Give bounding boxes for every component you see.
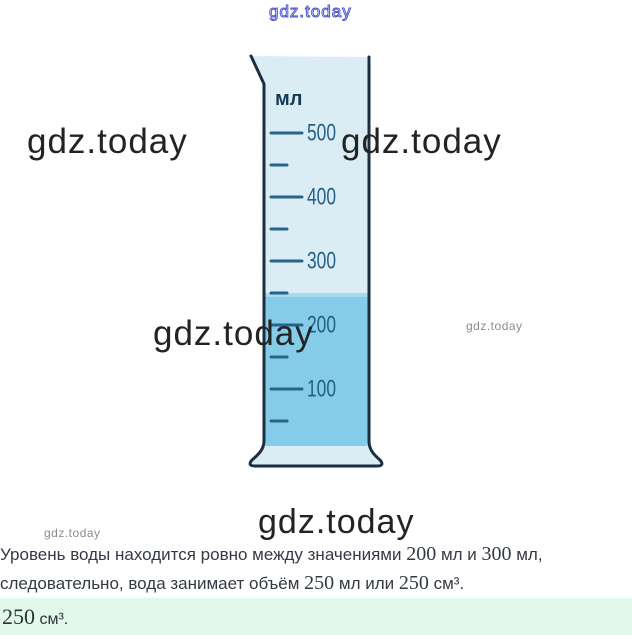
- solution-line-1-text-b: мл и: [436, 545, 482, 564]
- solution-line-2: следовательно, вода занимает объём 250 м…: [0, 572, 464, 595]
- watermark-middle: gdz.today: [153, 314, 314, 353]
- solution-line-2-text-c: см³.: [428, 574, 465, 593]
- watermark-top: gdz.today: [269, 2, 352, 22]
- scale-label-200: 200: [307, 312, 336, 339]
- solution-line-1-text-c: мл,: [511, 545, 543, 564]
- watermark-right: gdz.today: [341, 122, 502, 161]
- answer-value: 250: [2, 604, 35, 629]
- solution-line-1-value-200: 200: [406, 543, 437, 565]
- watermark-small-right: gdz.today: [466, 319, 523, 333]
- measuring-cylinder: 500 400 300 200 100 мл: [248, 54, 384, 468]
- watermark-left: gdz.today: [27, 122, 188, 161]
- solution-line-2-text-a: следовательно, вода занимает объём: [0, 574, 305, 593]
- answer-band: 250 см³.: [0, 598, 632, 635]
- scale-label-100: 100: [307, 376, 336, 403]
- solution-line-2-value-250cm3: 250: [398, 572, 429, 594]
- scale-label-500: 500: [307, 120, 336, 147]
- cylinder-glass-outline: [248, 54, 384, 468]
- solution-line-1-text-a: Уровень воды находится ровно между значе…: [0, 545, 407, 564]
- solution-line-1: Уровень воды находится ровно между значе…: [0, 543, 543, 566]
- watermark-small-bottom-left: gdz.today: [44, 526, 101, 540]
- water-meniscus: [265, 293, 368, 297]
- watermark-bottom-center: gdz.today: [258, 503, 415, 541]
- scale-label-300: 300: [307, 248, 336, 275]
- unit-label: мл: [275, 88, 303, 110]
- solution-line-1-value-300: 300: [481, 543, 512, 565]
- solution-line-2-text-b: мл или: [334, 574, 399, 593]
- solution-line-2-value-250ml: 250: [304, 572, 335, 594]
- scale-label-400: 400: [307, 184, 336, 211]
- answer-unit: см³.: [35, 611, 69, 628]
